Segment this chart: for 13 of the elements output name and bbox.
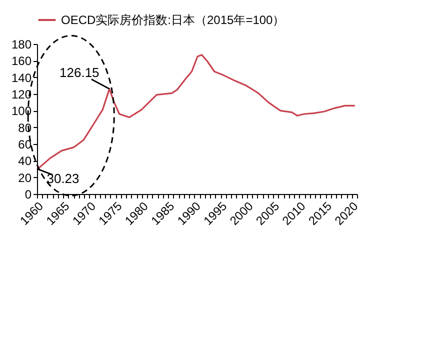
y-tick-label: 40 xyxy=(18,154,32,168)
y-tick-label: 160 xyxy=(11,54,32,68)
y-tick-label: 140 xyxy=(11,70,32,85)
legend-label: OECD实际房价指数:日本（2015年=100） xyxy=(61,13,285,27)
y-tick-label: 20 xyxy=(18,170,32,185)
y-tick-label: 100 xyxy=(11,104,32,118)
annotation: 30.23 xyxy=(46,170,80,186)
line-series xyxy=(36,54,356,170)
y-tick-label: 60 xyxy=(18,138,32,152)
y-tick-label: 0 xyxy=(24,188,32,202)
y-tick-label: 120 xyxy=(11,88,32,102)
annotation: 126.15 xyxy=(60,64,100,80)
y-tick-label: 180 xyxy=(11,38,32,52)
